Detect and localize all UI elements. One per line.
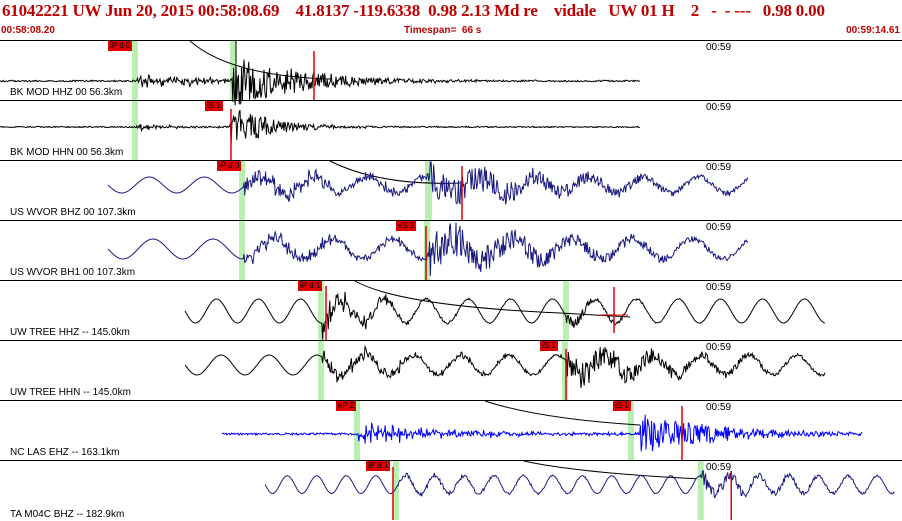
trace-panel-uw-tree-hhn[interactable]: iS 1 00:59 UW TREE HHN -- 145.0km <box>0 340 902 400</box>
station-label: UW TREE HHN -- 145.0km <box>10 387 131 398</box>
phase-pick-marker[interactable]: iP d 1 <box>366 461 391 471</box>
phase-pick-marker-s[interactable]: iS 1 <box>613 401 631 411</box>
time-mark: 00:59 <box>706 282 732 293</box>
seismogram-trace[interactable] <box>0 101 902 160</box>
trace-panel-bk-mod-hhz[interactable]: iP d 0 00:59 BK MOD HHZ 00 56.3km <box>0 40 902 106</box>
station-label: BK MOD HHN 00 56.3km <box>10 147 124 158</box>
event-header: 61042221 UW Jun 20, 2015 00:58:08.69 41.… <box>0 0 902 24</box>
phase-pick-marker[interactable]: eS 2 <box>396 221 417 231</box>
seismogram-trace[interactable] <box>0 400 902 460</box>
time-mark: 00:59 <box>706 162 732 173</box>
trace-panel-us-wvor-bh1[interactable]: eS 2 00:59 US WVOR BH1 00 107.3km <box>0 220 902 280</box>
station-label: BK MOD HHZ 00 56.3km <box>10 87 123 98</box>
phase-pick-marker[interactable]: iP d 0 <box>217 161 242 171</box>
phase-pick-marker[interactable]: iP d 1 <box>298 281 323 291</box>
seismogram-trace[interactable] <box>0 341 902 400</box>
event-summary-line: 61042221 UW Jun 20, 2015 00:58:08.69 41.… <box>2 1 825 20</box>
trace-panel-us-wvor-bhz[interactable]: iP d 0 00:59 US WVOR BHZ 00 107.3km <box>0 160 902 220</box>
time-mark: 00:59 <box>706 42 732 53</box>
time-mark: 00:59 <box>706 462 732 473</box>
trace-panel-bk-mod-hhn[interactable]: iS 1 00:59 BK MOD HHN 00 56.3km <box>0 100 902 160</box>
time-mark: 00:59 <box>706 102 732 113</box>
trace-panel-ta-m04c-bhz[interactable]: iP d 1 00:59 TA M04C BHZ -- 182.9km <box>0 460 902 521</box>
seismogram-trace[interactable] <box>0 160 902 220</box>
timespan-label: Timespan= 66 s <box>404 25 482 36</box>
trace-panel-nc-las-ehz[interactable]: eP 2 iS 1 00:59 NC LAS EHZ -- 163.1km <box>0 400 902 460</box>
end-time: 00:59:14.61 <box>846 25 900 36</box>
time-mark: 00:59 <box>706 342 732 353</box>
phase-pick-marker[interactable]: iS 1 <box>540 341 558 351</box>
seismogram-trace[interactable] <box>0 460 902 520</box>
seismogram-trace[interactable] <box>0 221 902 280</box>
trace-panel-uw-tree-hhz[interactable]: iP d 1 00:59 UW TREE HHZ -- 145.0km <box>0 280 902 340</box>
phase-pick-marker[interactable]: iS 1 <box>205 101 223 111</box>
time-mark: 00:59 <box>706 222 732 233</box>
station-label: UW TREE HHZ -- 145.0km <box>10 327 130 338</box>
station-label: NC LAS EHZ -- 163.1km <box>10 447 120 458</box>
station-label: US WVOR BH1 00 107.3km <box>10 267 136 278</box>
station-label: US WVOR BHZ 00 107.3km <box>10 207 136 218</box>
phase-pick-marker[interactable]: iP d 0 <box>108 41 133 51</box>
time-mark: 00:59 <box>706 402 732 413</box>
start-time: 00:58:08.20 <box>1 25 55 36</box>
station-label: TA M04C BHZ -- 182.9km <box>10 509 125 520</box>
phase-pick-marker[interactable]: eP 2 <box>336 401 357 411</box>
seismogram-trace[interactable] <box>0 40 902 106</box>
time-axis-header: 00:58:08.20 Timespan= 66 s 00:59:14.61 <box>0 25 902 39</box>
seismogram-trace[interactable] <box>0 280 902 340</box>
